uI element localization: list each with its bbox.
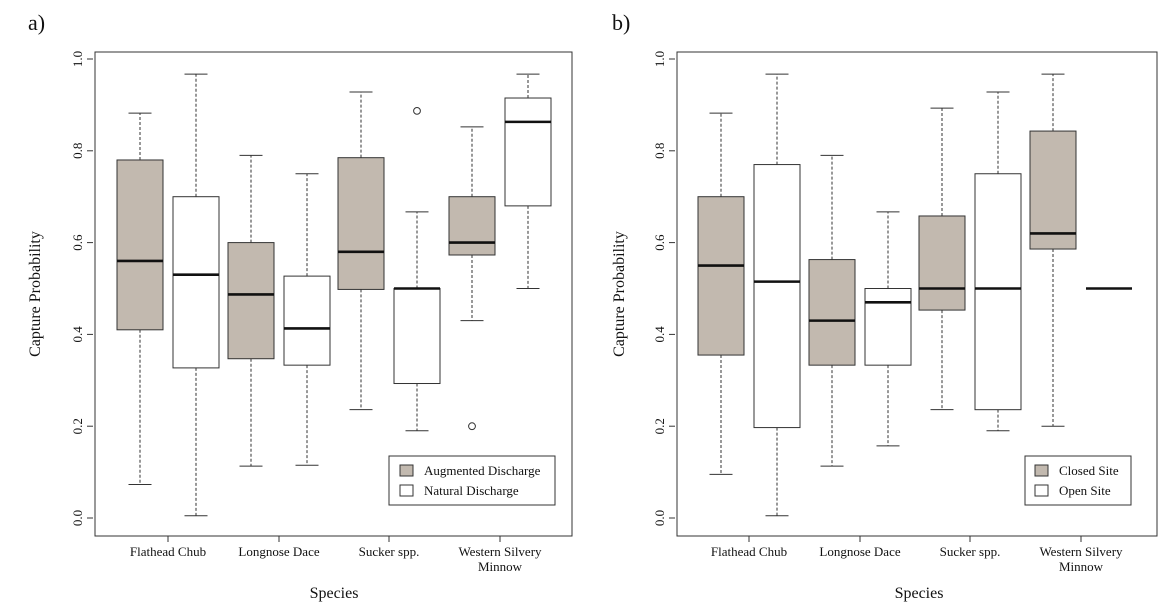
panel-a-box-b-0 (172, 73, 220, 517)
panel-a-box-a-2 (337, 91, 385, 411)
panel-b-label: b) (612, 10, 630, 35)
panel-a-x-tick-label: Longnose Dace (238, 544, 319, 559)
box-iqr (448, 196, 496, 256)
panel-b-plot-area (676, 51, 1158, 537)
panel-b-box-b-0 (753, 73, 801, 517)
box-iqr (918, 215, 966, 311)
panel-a-legend-label-augmented: Augmented Discharge (424, 463, 541, 478)
panel-a-label: a) (28, 10, 45, 35)
panel-a-x-tick-label: Sucker spp. (359, 544, 420, 559)
panel-a-x-tick-label: Minnow (478, 559, 523, 574)
box-iqr (283, 275, 331, 366)
panel-b-x-tick-label: Longnose Dace (819, 544, 900, 559)
panel-b-x-axis: Flathead Chub Longnose Dace Sucker spp. Wes… (711, 536, 1123, 574)
panel-a-box-a-0 (116, 112, 164, 485)
panel-a-legend: Augmented Discharge Natural Discharge (388, 455, 556, 506)
panel-a-x-axis-label: Species (310, 585, 359, 602)
panel-b-y-tick-label: 0.6 (652, 234, 667, 251)
panel-a-box-b-2 (393, 106, 441, 432)
panel-a-y-tick-label: 0.2 (70, 418, 85, 434)
panel-a: a) Capture Probability Species 0.0 0.2 0.4… (27, 10, 573, 602)
outlier-point (468, 422, 476, 431)
panel-b-y-tick-label: 0.0 (652, 510, 667, 526)
panel-b-box-b-2 (974, 91, 1022, 432)
panel-b-box-a-0 (697, 112, 745, 475)
panel-a-x-axis: Flathead Chub Longnose Dace Sucker spp. Wes… (130, 536, 542, 574)
panel-b-y-axis-label: Capture Probability (611, 231, 628, 357)
panel-a-y-axis-label: Capture Probability (27, 231, 44, 357)
panel-b-x-tick-label: Sucker spp. (940, 544, 1001, 559)
panel-a-x-tick-label: Western Silvery (458, 544, 542, 559)
panel-b: b) Capture Probability Species 0.0 0.2 0.4… (611, 10, 1158, 602)
panel-a-legend-label-natural: Natural Discharge (424, 483, 519, 498)
panel-b-y-tick-label: 0.4 (652, 326, 667, 343)
panel-a-legend-frame (388, 455, 556, 506)
panel-a-y-tick-label: 0.6 (70, 234, 85, 251)
panel-a-y-axis: 0.0 0.2 0.4 0.6 0.8 1.0 (70, 51, 93, 526)
panel-a-box-b-3 (504, 73, 552, 289)
panel-a-y-tick-label: 0.8 (70, 143, 85, 159)
panel-a-plot-area (94, 51, 573, 537)
panel-b-boxes (697, 73, 1132, 517)
box-iqr (697, 196, 745, 356)
outlier-point (413, 106, 421, 115)
panel-a-y-tick-label: 1.0 (70, 51, 85, 67)
box-iqr (337, 157, 385, 290)
panel-b-y-tick-label: 0.8 (652, 143, 667, 159)
panel-a-box-a-3 (448, 126, 496, 431)
box-iqr (864, 288, 912, 366)
panel-a-legend-swatch-natural (399, 484, 414, 497)
panel-a-box-a-1 (227, 154, 275, 467)
panel-b-x-tick-label: Western Silvery (1039, 544, 1123, 559)
panel-b-legend-frame (1024, 455, 1132, 506)
panel-a-y-tick-label: 0.4 (70, 326, 85, 343)
panel-a-x-tick-label: Flathead Chub (130, 544, 206, 559)
panel-b-box-b-1 (864, 211, 912, 447)
panel-b-legend-swatch-open (1034, 484, 1049, 497)
box-iqr (1029, 130, 1077, 250)
panel-a-box-b-1 (283, 173, 331, 466)
panel-a-boxes (116, 73, 552, 517)
panel-a-legend-swatch-augmented (399, 464, 414, 477)
panel-b-x-tick-label: Minnow (1059, 559, 1104, 574)
panel-b-legend-label-closed: Closed Site (1059, 463, 1119, 478)
panel-b-box-a-2 (918, 107, 966, 411)
panel-b-legend: Closed Site Open Site (1024, 455, 1132, 506)
box-iqr (504, 97, 552, 207)
panel-b-box-a-3 (1029, 73, 1077, 427)
box-iqr (808, 259, 856, 366)
panel-a-y-tick-label: 0.0 (70, 510, 85, 526)
panel-b-y-axis: 0.0 0.2 0.4 0.6 0.8 1.0 (652, 51, 675, 526)
panel-b-x-axis-label: Species (895, 585, 944, 602)
panel-b-legend-swatch-closed (1034, 464, 1049, 477)
box-iqr (116, 159, 164, 331)
panel-b-legend-label-open: Open Site (1059, 483, 1111, 498)
box-iqr (393, 288, 441, 385)
box-iqr (753, 164, 801, 429)
box-iqr (172, 196, 220, 369)
panel-b-box-a-1 (808, 154, 856, 467)
panel-b-y-tick-label: 1.0 (652, 51, 667, 67)
box-iqr (974, 173, 1022, 411)
panel-b-x-tick-label: Flathead Chub (711, 544, 787, 559)
panel-b-y-tick-label: 0.2 (652, 418, 667, 434)
box-iqr (227, 242, 275, 360)
